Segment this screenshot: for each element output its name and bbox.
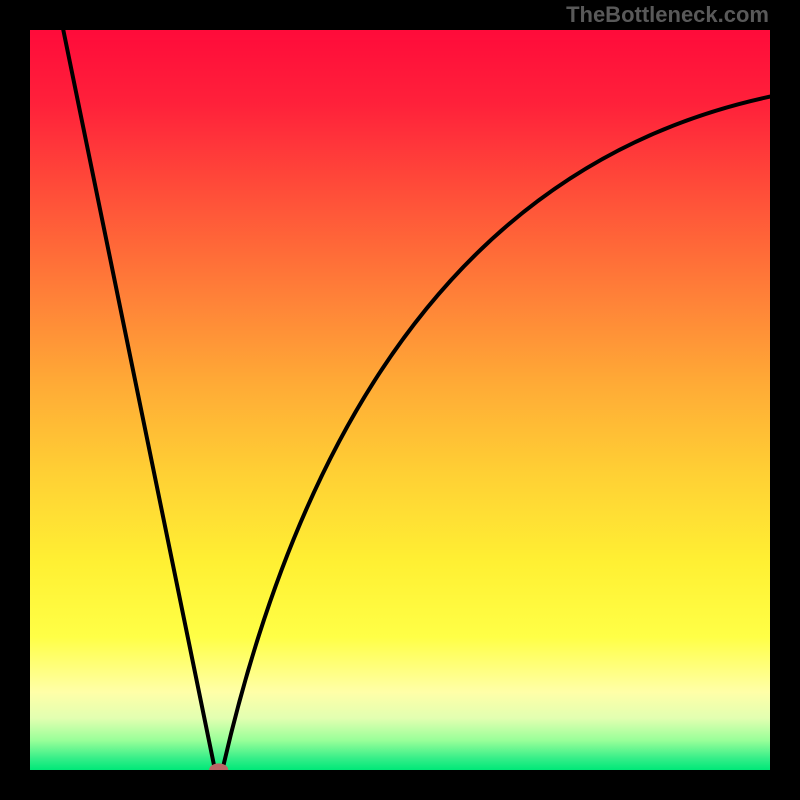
plot-area — [30, 30, 770, 770]
chart-frame: TheBottleneck.com — [0, 0, 800, 800]
border-bottom — [0, 770, 800, 800]
watermark-text: TheBottleneck.com — [566, 2, 769, 28]
plot-svg — [30, 30, 770, 770]
border-right — [770, 0, 800, 800]
border-left — [0, 0, 30, 800]
